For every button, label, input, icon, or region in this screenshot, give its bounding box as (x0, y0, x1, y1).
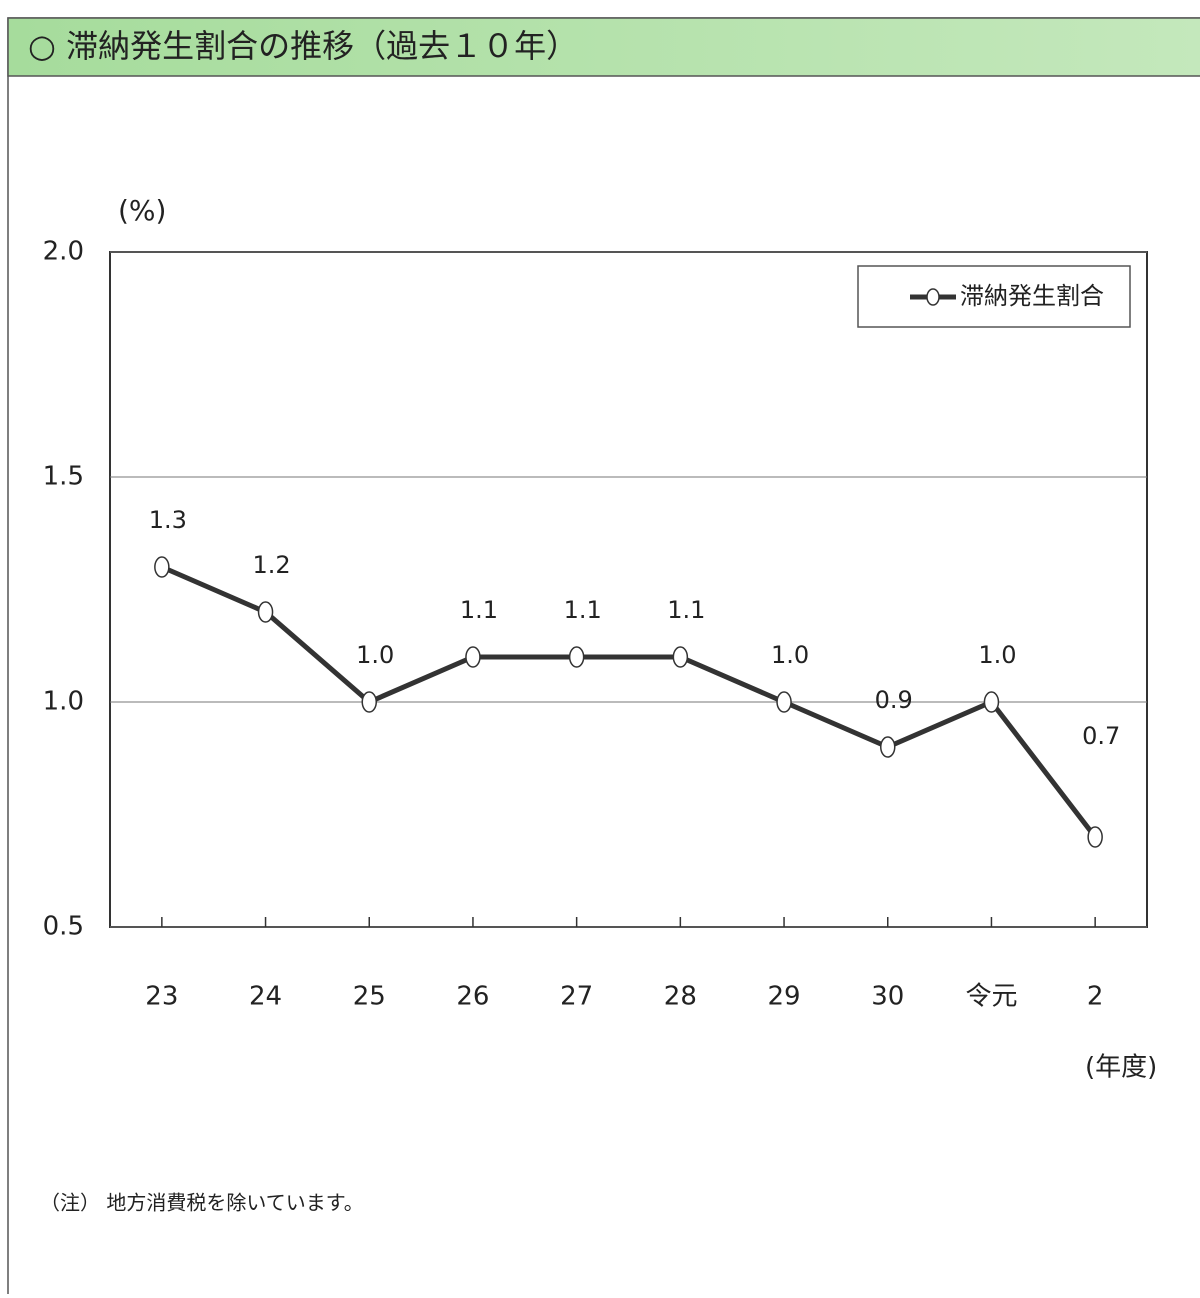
data-label: 0.7 (1082, 722, 1120, 750)
legend: 滞納発生割合 (857, 265, 1131, 328)
x-tick-label: 26 (456, 982, 489, 1012)
x-tick-label: 29 (768, 982, 801, 1012)
x-tick-label: 25 (353, 982, 386, 1012)
legend-box (857, 265, 1131, 328)
data-point (568, 646, 585, 668)
header-band (7, 17, 1200, 77)
data-point (880, 736, 896, 758)
x-tick-label: 27 (560, 982, 593, 1012)
data-label: 1.0 (978, 641, 1016, 669)
note: （注） 地方消費税を除いています。 (40, 1191, 364, 1215)
x-tick-label: 23 (145, 982, 178, 1012)
y-tick-label: 1.0 (43, 687, 84, 717)
data-label: 1.1 (460, 596, 498, 624)
series-line (160, 564, 1098, 839)
x-tick-label: 30 (871, 982, 904, 1012)
y-tick-label: 2.0 (43, 237, 84, 267)
y-tick-label: 1.5 (43, 462, 84, 492)
x-tick-label: 28 (664, 982, 697, 1012)
data-point (1087, 826, 1103, 848)
data-point (465, 646, 481, 668)
data-label: 1.1 (667, 596, 705, 624)
x-tick-label: 2 (1087, 982, 1104, 1012)
data-label: 1.1 (564, 596, 602, 624)
y-unit: (%) (118, 194, 166, 227)
data-point (672, 646, 689, 668)
legend-label: 滞納発生割合 (960, 282, 1104, 310)
data-label: 1.3 (149, 506, 187, 534)
x-unit: (年度) (1085, 1053, 1157, 1083)
data-point (776, 691, 792, 713)
data-label: 0.9 (875, 686, 913, 714)
data-point (154, 556, 170, 578)
data-label: 1.0 (771, 641, 809, 669)
data-point (983, 691, 1000, 713)
plot-frame (109, 251, 1148, 928)
y-tick-label: 0.5 (43, 912, 84, 942)
data-label: 1.0 (356, 641, 394, 669)
legend-marker (926, 288, 940, 306)
x-tick-label: 24 (249, 982, 282, 1012)
header-title: ○ 滞納発生割合の推移（過去１０年） (28, 27, 578, 65)
data-point (257, 601, 274, 623)
data-point (361, 691, 377, 713)
data-label: 1.2 (252, 551, 290, 579)
x-tick-label: 令元 (965, 982, 1017, 1012)
